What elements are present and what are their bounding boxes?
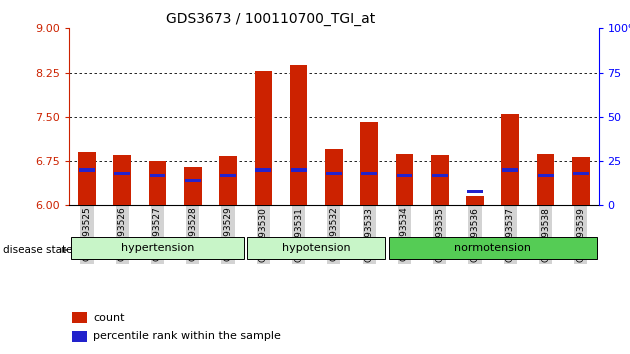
Bar — [573, 172, 589, 175]
FancyBboxPatch shape — [71, 237, 244, 259]
Text: GDS3673 / 100110700_TGI_at: GDS3673 / 100110700_TGI_at — [166, 12, 375, 27]
Bar — [467, 189, 483, 193]
Bar — [72, 331, 87, 342]
Bar — [431, 155, 449, 205]
Bar — [113, 155, 131, 205]
Bar — [114, 172, 130, 175]
Text: disease state: disease state — [3, 245, 72, 255]
Text: hypotension: hypotension — [282, 243, 350, 253]
Bar — [396, 154, 413, 205]
Bar — [149, 173, 166, 177]
Bar — [255, 72, 272, 205]
Bar — [360, 121, 378, 205]
Bar — [537, 173, 554, 177]
Bar — [219, 156, 237, 205]
Bar — [72, 312, 87, 323]
Bar — [290, 168, 307, 172]
Bar — [290, 65, 307, 205]
Bar — [502, 168, 518, 172]
Bar — [432, 173, 448, 177]
Text: normotension: normotension — [454, 243, 531, 253]
Bar — [326, 172, 342, 175]
Bar — [255, 168, 272, 172]
Bar — [572, 157, 590, 205]
Bar — [185, 179, 201, 182]
Bar — [466, 196, 484, 205]
Bar — [325, 149, 343, 205]
Text: hypertension: hypertension — [121, 243, 194, 253]
Bar — [220, 173, 236, 177]
Bar — [537, 154, 554, 205]
Bar — [501, 114, 519, 205]
Bar — [78, 152, 96, 205]
FancyBboxPatch shape — [389, 237, 597, 259]
Text: percentile rank within the sample: percentile rank within the sample — [93, 331, 281, 341]
Bar — [79, 168, 95, 172]
Bar — [361, 172, 377, 175]
Bar — [184, 167, 202, 205]
FancyBboxPatch shape — [248, 237, 385, 259]
Bar — [396, 173, 413, 177]
Bar — [149, 161, 166, 205]
Text: count: count — [93, 313, 125, 323]
